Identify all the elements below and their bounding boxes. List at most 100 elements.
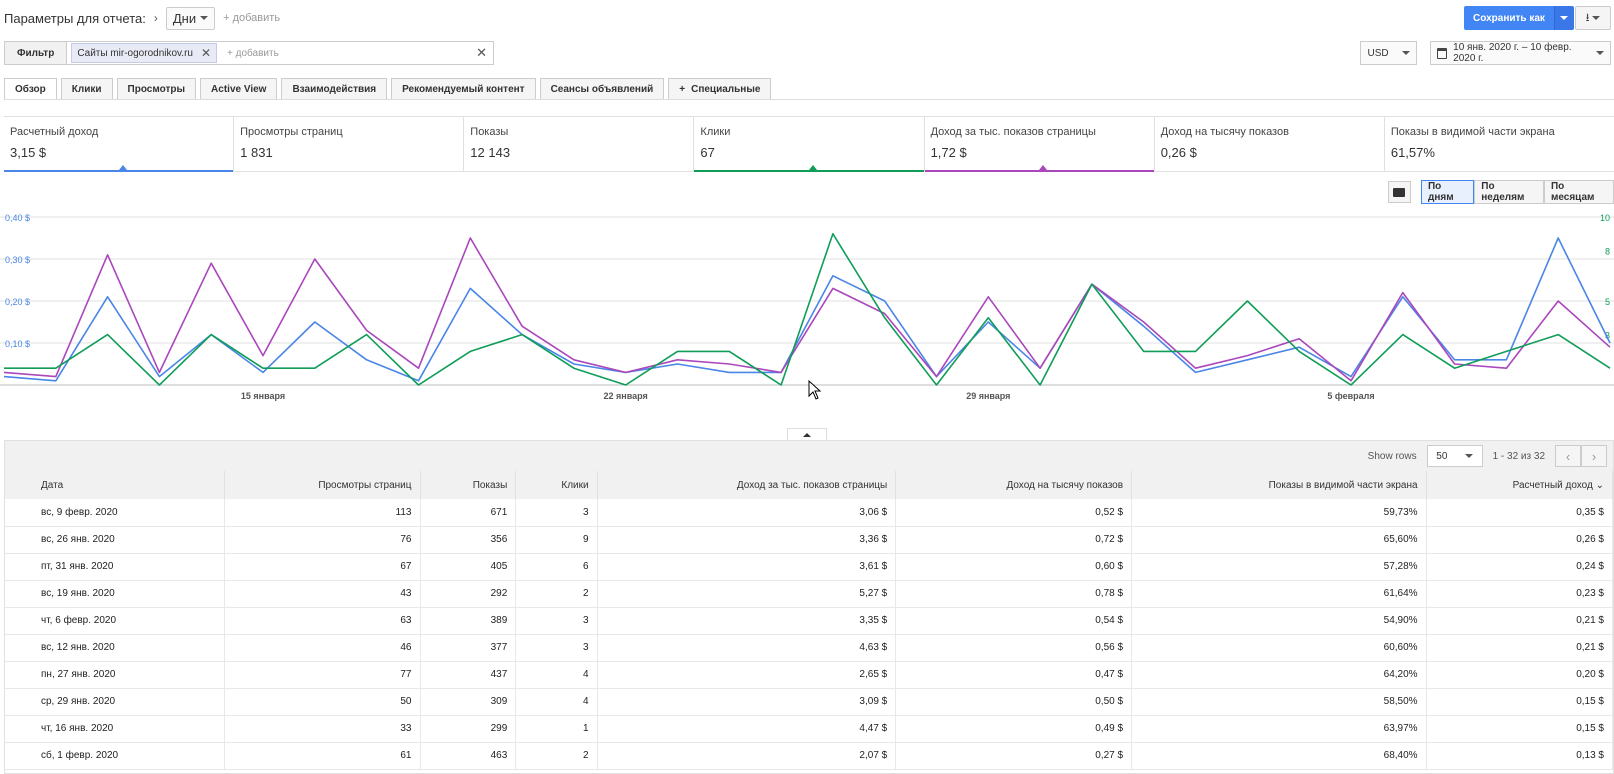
- next-page-button[interactable]: ›: [1581, 445, 1607, 467]
- table-cell: 0,50 $: [895, 688, 1133, 716]
- table-cell: 0,54 $: [895, 607, 1133, 635]
- table-cell: вс, 26 янв. 2020: [5, 526, 225, 554]
- caret-down-icon: [1596, 51, 1604, 55]
- chevron-up-icon: [803, 433, 811, 437]
- tab-clicks[interactable]: Клики: [60, 78, 113, 100]
- table-cell: 54,90%: [1131, 607, 1427, 635]
- column-header[interactable]: Дата: [5, 471, 225, 499]
- table-cell: 9: [515, 526, 598, 554]
- table-row[interactable]: вс, 9 февр. 2020 113 671 3 3,06 $0,52 $59,73…: [5, 499, 1613, 527]
- annotations-button[interactable]: [1388, 181, 1411, 203]
- rows-per-page-select[interactable]: 50: [1426, 445, 1483, 467]
- table-cell: 0,60 $: [895, 553, 1133, 581]
- download-button[interactable]: ⭳: [1575, 6, 1611, 30]
- metric-card-estimated-earnings[interactable]: Расчетный доход 3,15 $: [4, 117, 235, 172]
- table-cell: 6: [515, 553, 598, 581]
- table-row[interactable]: вс, 12 янв. 2020 46 377 3 4,63 $0,56 $60,60%…: [5, 634, 1613, 662]
- tab-overview[interactable]: Обзор: [4, 78, 57, 100]
- metric-label: Показы: [470, 126, 509, 138]
- save-as-button[interactable]: Сохранить как: [1464, 6, 1554, 30]
- table-cell: вс, 12 янв. 2020: [5, 634, 225, 662]
- table-row[interactable]: вс, 19 янв. 2020 43 292 2 5,27 $0,78 $61,64%…: [5, 580, 1613, 608]
- metric-card-active-view-viewable[interactable]: Показы в видимой части экрана 61,57%: [1385, 117, 1614, 171]
- column-header[interactable]: Клики: [515, 471, 598, 499]
- prev-page-button[interactable]: ‹: [1555, 445, 1581, 467]
- metric-card-impression-rpm[interactable]: Доход на тысячу показов 0,26 $: [1155, 117, 1385, 171]
- filter-chip-label: Сайты mir-ogorodnikov.ru: [77, 47, 193, 59]
- add-dimension-link[interactable]: + добавить: [223, 12, 281, 24]
- chevron-left-icon: ‹: [1565, 448, 1571, 464]
- metric-card-impressions[interactable]: Показы 12 143: [464, 117, 695, 171]
- table-cell: 0,35 $: [1426, 499, 1613, 527]
- close-icon[interactable]: ✕: [200, 46, 212, 60]
- table-cell: сб, 1 февр. 2020: [5, 742, 225, 770]
- report-params-title: Параметры для отчета:: [4, 10, 146, 26]
- column-header[interactable]: Доход за тыс. показов страницы: [597, 471, 897, 499]
- metric-card-page-rpm[interactable]: Доход за тыс. показов страницы 1,72 $: [924, 117, 1155, 172]
- table-cell: 58,50%: [1131, 688, 1427, 716]
- dimension-dropdown[interactable]: Дни: [165, 6, 216, 30]
- metric-card-page-views[interactable]: Просмотры страниц 1 831: [234, 117, 465, 171]
- tab-interactions[interactable]: Взаимодействия: [281, 78, 388, 100]
- table-cell: 63: [224, 607, 421, 635]
- column-header[interactable]: Показы: [420, 471, 517, 499]
- table-cell: 4,63 $: [597, 634, 897, 662]
- caret-down-icon: [1592, 16, 1601, 20]
- filter-chip[interactable]: Сайты mir-ogorodnikov.ru ✕: [71, 43, 218, 63]
- table-cell: 2: [515, 742, 598, 770]
- collapse-chart-button[interactable]: [787, 428, 827, 441]
- table-cell: 0,47 $: [895, 661, 1133, 689]
- table-row[interactable]: ср, 29 янв. 2020 50 309 4 3,09 $0,50 $58,50%…: [5, 688, 1613, 716]
- line-chart[interactable]: 0,40 $ 0,30 $ 0,20 $ 0,10 $ 10 8 5 3 15 января 22…: [0, 210, 1614, 415]
- metric-card-clicks[interactable]: Клики 67: [694, 117, 925, 172]
- tab-divider: [4, 99, 1614, 100]
- table-cell: 3,06 $: [597, 499, 897, 527]
- table-cell: 5,27 $: [597, 580, 897, 608]
- table-cell: 4: [515, 688, 598, 716]
- tab-active-view[interactable]: Active View: [200, 78, 278, 100]
- table-row[interactable]: пн, 27 янв. 2020 77 437 4 2,65 $0,47 $64,20%…: [5, 661, 1613, 689]
- table-row[interactable]: пт, 31 янв. 2020 67 405 6 3,61 $0,60 $57,28%…: [5, 553, 1613, 581]
- table-cell: 463: [420, 742, 517, 770]
- tab-views[interactable]: Просмотры: [116, 78, 197, 100]
- table-row[interactable]: сб, 1 февр. 2020 61 463 2 2,07 $0,27 $68,40%…: [5, 742, 1613, 770]
- table-cell: 2,07 $: [597, 742, 897, 770]
- rows-per-page-value: 50: [1436, 450, 1448, 462]
- table-cell: 64,20%: [1131, 661, 1427, 689]
- series-line: [4, 232, 1611, 386]
- save-as-menu-button[interactable]: [1553, 6, 1574, 30]
- chevron-right-icon: ›: [1591, 448, 1597, 464]
- column-header[interactable]: Расчетный доход ⌄: [1426, 471, 1613, 499]
- add-filter-input[interactable]: + добавить: [227, 47, 279, 59]
- table-row[interactable]: вс, 26 янв. 2020 76 356 9 3,36 $0,72 $65,60%…: [5, 526, 1613, 554]
- table-cell: 61,64%: [1131, 580, 1427, 608]
- filter-button[interactable]: Фильтр: [5, 42, 68, 64]
- column-header[interactable]: Показы в видимой части экрана: [1131, 471, 1427, 499]
- table-cell: 309: [420, 688, 517, 716]
- report-table: Show rows 50 1 - 32 из 32 ‹ › Дата Просмо…: [4, 440, 1614, 774]
- table-cell: 61: [224, 742, 421, 770]
- filter-bar: Фильтр Сайты mir-ogorodnikov.ru ✕ + доба…: [4, 41, 494, 65]
- table-cell: 3,35 $: [597, 607, 897, 635]
- metric-label: Доход на тысячу показов: [1160, 126, 1289, 138]
- tab-custom[interactable]: + Специальные: [668, 78, 772, 100]
- column-header[interactable]: Просмотры страниц: [224, 471, 421, 499]
- by-month-button[interactable]: По месяцам: [1543, 180, 1614, 204]
- table-row[interactable]: чт, 6 февр. 2020 63 389 3 3,35 $0,54 $54,90%…: [5, 607, 1613, 635]
- table-cell: 0,15 $: [1426, 715, 1613, 743]
- clear-filters-icon[interactable]: ✕: [476, 45, 487, 60]
- date-range-picker[interactable]: 10 янв. 2020 г. – 10 февр. 2020 г.: [1430, 41, 1611, 65]
- by-day-button[interactable]: По дням: [1420, 180, 1475, 204]
- tab-ad-sessions[interactable]: Сеансы объявлений: [539, 78, 665, 100]
- caret-down-icon: [1464, 454, 1473, 458]
- column-header[interactable]: Доход на тысячу показов: [895, 471, 1133, 499]
- tab-custom-label: Специальные: [691, 83, 761, 95]
- metric-selected-marker: [118, 165, 127, 170]
- table-cell: вс, 19 янв. 2020: [5, 580, 225, 608]
- by-week-button[interactable]: По неделям: [1474, 180, 1544, 204]
- tab-recommended-content[interactable]: Рекомендуемый контент: [391, 78, 536, 100]
- metric-value: 3,15 $: [10, 145, 47, 160]
- table-row[interactable]: чт, 16 янв. 2020 33 299 1 4,47 $0,49 $63,97%…: [5, 715, 1613, 743]
- calendar-icon: [1437, 47, 1448, 59]
- currency-select[interactable]: USD: [1360, 41, 1417, 65]
